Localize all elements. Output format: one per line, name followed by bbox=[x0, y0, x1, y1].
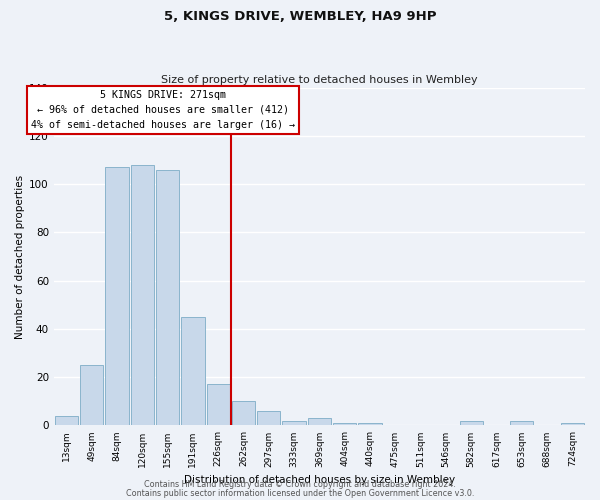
Bar bbox=[181, 317, 205, 426]
Bar bbox=[510, 420, 533, 426]
Title: Size of property relative to detached houses in Wembley: Size of property relative to detached ho… bbox=[161, 76, 478, 86]
Bar bbox=[257, 411, 280, 426]
Y-axis label: Number of detached properties: Number of detached properties bbox=[15, 174, 25, 338]
Bar bbox=[80, 365, 103, 426]
Bar bbox=[55, 416, 78, 426]
Bar bbox=[131, 165, 154, 425]
Text: Contains HM Land Registry data © Crown copyright and database right 2024.: Contains HM Land Registry data © Crown c… bbox=[144, 480, 456, 489]
Bar bbox=[561, 423, 584, 426]
Bar bbox=[106, 168, 128, 426]
Bar bbox=[308, 418, 331, 426]
Bar bbox=[460, 420, 483, 426]
Bar bbox=[283, 420, 306, 426]
Bar bbox=[333, 423, 356, 426]
Text: 5 KINGS DRIVE: 271sqm
← 96% of detached houses are smaller (412)
4% of semi-deta: 5 KINGS DRIVE: 271sqm ← 96% of detached … bbox=[31, 90, 295, 130]
Bar bbox=[156, 170, 179, 426]
Text: 5, KINGS DRIVE, WEMBLEY, HA9 9HP: 5, KINGS DRIVE, WEMBLEY, HA9 9HP bbox=[164, 10, 436, 23]
X-axis label: Distribution of detached houses by size in Wembley: Distribution of detached houses by size … bbox=[184, 475, 455, 485]
Bar bbox=[232, 402, 255, 425]
Bar bbox=[358, 423, 382, 426]
Text: Contains public sector information licensed under the Open Government Licence v3: Contains public sector information licen… bbox=[126, 488, 474, 498]
Bar bbox=[206, 384, 230, 426]
